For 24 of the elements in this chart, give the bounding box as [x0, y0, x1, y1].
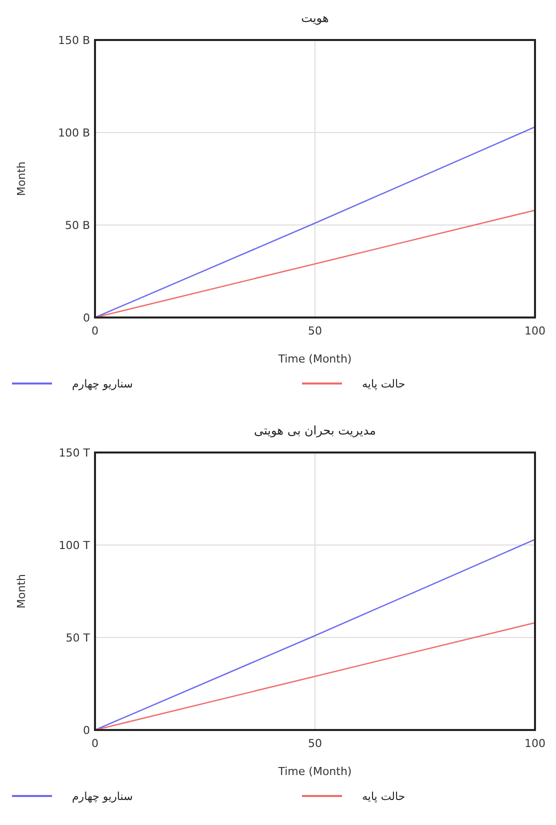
x-axis-title: Time (Month): [277, 765, 352, 778]
x-tick-label: 100: [524, 737, 546, 750]
x-tick-label: 50: [308, 324, 322, 338]
legend-label: سناریو چهارم: [72, 378, 133, 390]
x-tick-label: 50: [308, 737, 322, 750]
y-axis-title: Month: [15, 161, 28, 196]
x-tick-label: 0: [92, 737, 98, 750]
y-tick-label: 0: [83, 724, 90, 737]
legend-label: سناریو چهارم: [72, 790, 133, 803]
y-tick-label: 50 B: [64, 219, 90, 232]
chart-title: مدیریت بحران بی هویتی: [254, 424, 376, 438]
y-tick-label: 50 T: [66, 632, 90, 644]
legend-label: حالت پایه: [362, 790, 406, 803]
x-tick-label: 100: [524, 324, 546, 338]
y-tick-label: 100 T: [58, 539, 90, 552]
x-axis-title: Time (Month): [277, 352, 352, 366]
y-axis-title: Month: [15, 574, 28, 608]
y-tick-label: 0: [83, 312, 90, 324]
y-tick-label: 150 T: [58, 446, 90, 460]
y-tick-label: 100 B: [58, 126, 90, 140]
chart-title: هویت: [301, 11, 329, 25]
x-tick-label: 0: [92, 324, 98, 338]
legend-label: حالت پایه: [362, 378, 406, 390]
y-tick-label: 150 B: [58, 34, 90, 47]
